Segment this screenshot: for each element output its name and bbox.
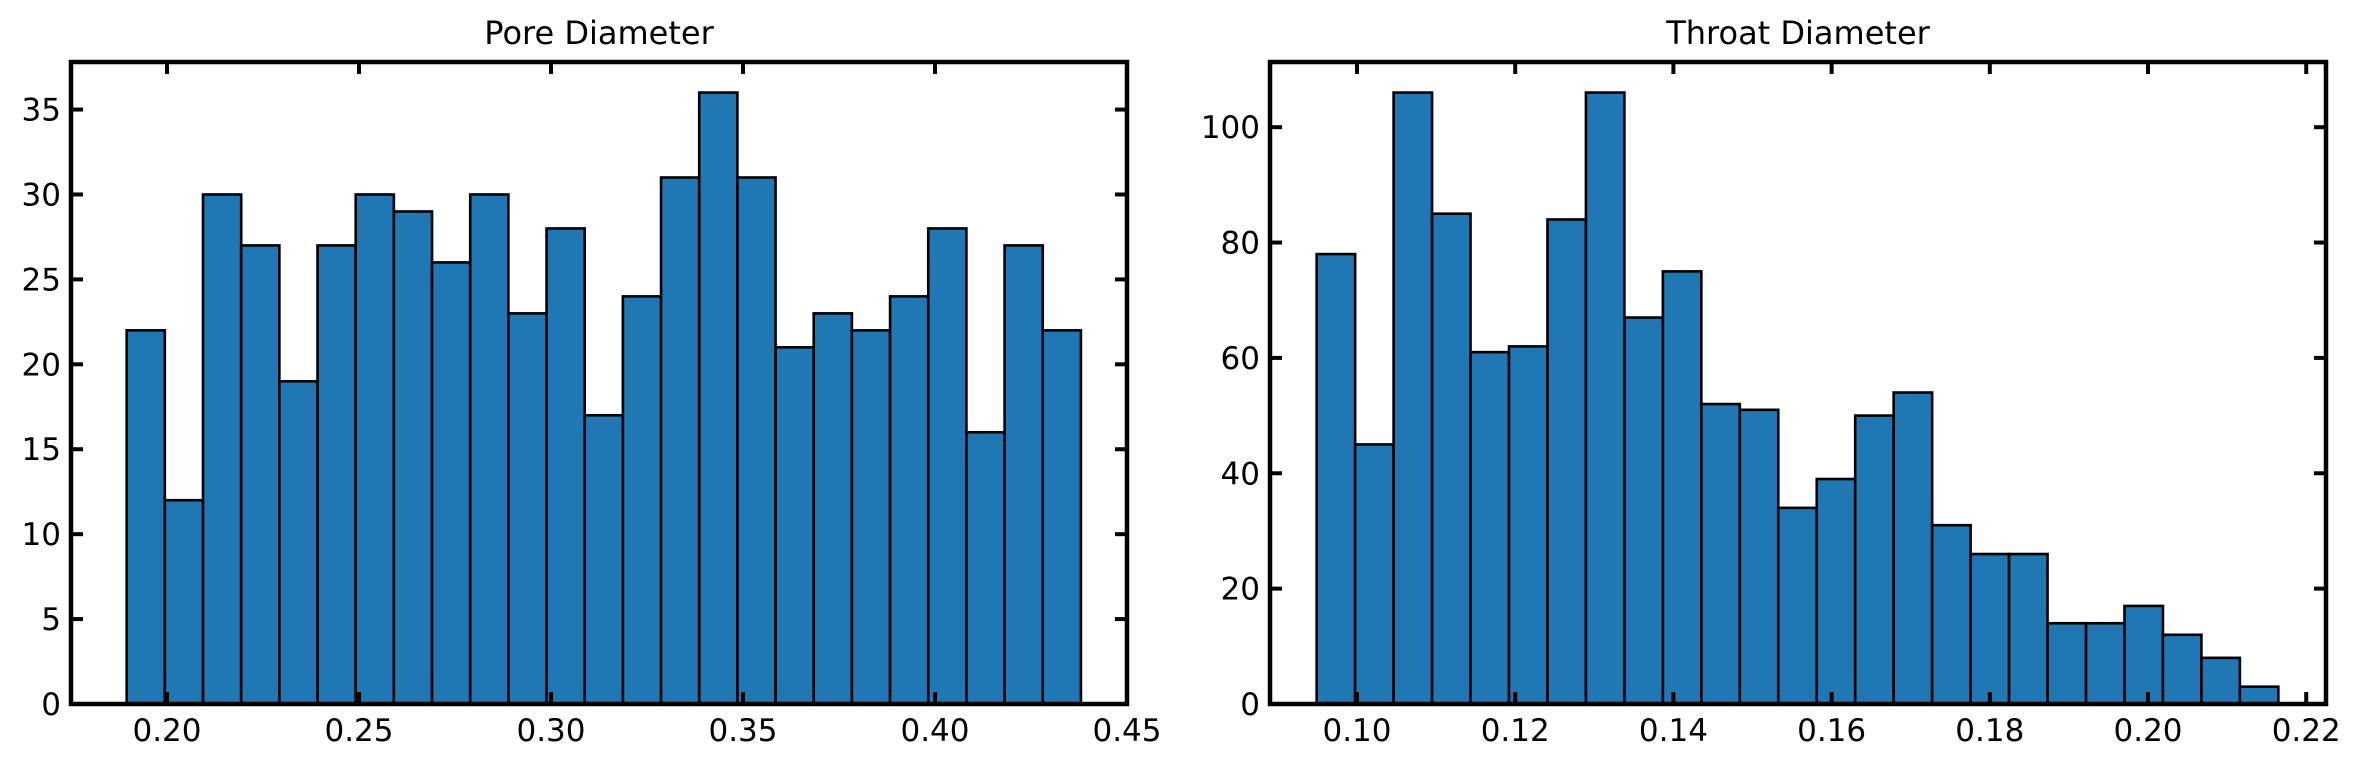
throat-bar-6	[1546, 218, 1588, 706]
pore-bar-21	[926, 227, 968, 706]
throat-bar-4	[1469, 350, 1511, 706]
pore-bar-13	[621, 295, 663, 706]
pore-bar-7	[392, 210, 434, 706]
throat-diameter-panel: Throat Diameter 0.10 0.12 0.14 0.16 0.18 0.20…	[1201, 14, 2341, 749]
pore-bar-11	[545, 227, 587, 706]
throat-bar-16	[1930, 523, 1972, 706]
throat-bar-10	[1700, 402, 1742, 706]
pore-ytick-label-5: 25	[22, 262, 61, 298]
throat-bar-7	[1584, 91, 1626, 706]
pore-diameter-panel: Pore Diameter 0.20 0.25 0.30 0.35 0.40 0.45 0 5…	[22, 14, 1162, 749]
throat-bar-9	[1661, 270, 1703, 706]
pore-bar-9	[468, 193, 510, 706]
throat-bar-19	[2046, 621, 2088, 706]
throat-ytick-label-4: 80	[1221, 226, 1260, 262]
pore-bar-20	[888, 295, 930, 706]
throat-bar-1	[1353, 443, 1395, 706]
pore-bar-2	[201, 193, 243, 706]
pore-ytick-label-2: 10	[22, 517, 61, 553]
pore-xtick-label-3: 0.35	[708, 713, 777, 749]
pore-bar-6	[354, 193, 396, 706]
throat-xtick-label-0: 0.10	[1322, 713, 1391, 749]
throat-bar-20	[2084, 621, 2126, 706]
pore-xtick-label-1: 0.25	[324, 713, 393, 749]
throat-bar-8	[1623, 316, 1665, 706]
throat-ytick-label-5: 100	[1201, 110, 1260, 146]
throat-xtick-label-3: 0.16	[1797, 713, 1866, 749]
throat-diameter-title: Throat Diameter	[1665, 14, 1930, 52]
throat-ytick-label-1: 20	[1221, 572, 1260, 608]
pore-bar-19	[850, 329, 892, 706]
throat-ytick-label-2: 40	[1221, 456, 1260, 492]
throat-xtick-label-4: 0.18	[1955, 713, 2024, 749]
throat-bar-14	[1853, 414, 1895, 706]
throat-bar-24	[2238, 685, 2280, 706]
throat-bar-21	[2123, 604, 2165, 706]
throat-bar-2	[1392, 91, 1434, 706]
throat-bar-13	[1815, 477, 1857, 706]
pore-bar-8	[430, 261, 472, 706]
pore-axes-frame	[68, 59, 1130, 707]
pore-bar-22	[965, 430, 1006, 706]
throat-axes-frame	[1267, 59, 2329, 707]
pore-bar-16	[736, 176, 777, 706]
throat-bar-0	[1315, 252, 1357, 706]
throat-bar-18	[2007, 552, 2049, 706]
pore-ytick-label-7: 35	[22, 93, 61, 129]
throat-ytick-label-0: 0	[1240, 687, 1260, 723]
pore-ytick-label-0: 0	[41, 687, 61, 723]
throat-bar-23	[2200, 656, 2242, 706]
pore-xtick-label-5: 0.45	[1092, 713, 1161, 749]
throat-ytick-label-3: 60	[1221, 341, 1260, 377]
pore-bar-5	[316, 244, 357, 706]
pore-bar-1	[163, 498, 205, 706]
throat-bar-3	[1430, 212, 1472, 706]
pore-ytick-label-6: 30	[22, 177, 61, 213]
pore-bar-0	[125, 329, 167, 706]
pore-bar-15	[697, 91, 739, 706]
pore-bar-10	[507, 312, 548, 706]
pore-diameter-title: Pore Diameter	[484, 14, 714, 52]
pore-ytick-label-1: 5	[41, 602, 61, 638]
pore-ytick-label-4: 20	[22, 347, 61, 383]
pore-xtick-label-0: 0.20	[132, 713, 201, 749]
pore-bar-12	[583, 413, 625, 706]
pore-bar-17	[774, 346, 816, 706]
pore-xtick-label-2: 0.30	[516, 713, 585, 749]
throat-xtick-label-6: 0.22	[2272, 713, 2341, 749]
pore-bar-4	[278, 380, 319, 706]
pore-bar-3	[239, 244, 281, 706]
throat-xtick-label-2: 0.14	[1639, 713, 1708, 749]
pore-xtick-label-4: 0.40	[900, 713, 969, 749]
pore-bar-23	[1003, 244, 1045, 706]
pore-bar-18	[812, 312, 854, 706]
pore-bar-14	[659, 176, 701, 706]
pore-bar-24	[1041, 329, 1083, 706]
pore-ytick-label-3: 15	[22, 432, 61, 468]
throat-bar-5	[1507, 345, 1549, 706]
throat-bar-15	[1892, 391, 1934, 706]
throat-bar-17	[1969, 552, 2011, 706]
throat-bar-12	[1776, 506, 1819, 706]
throat-xtick-label-5: 0.20	[2114, 713, 2183, 749]
throat-xtick-label-1: 0.12	[1481, 713, 1550, 749]
throat-bar-11	[1738, 408, 1780, 706]
throat-bar-22	[2161, 633, 2203, 706]
